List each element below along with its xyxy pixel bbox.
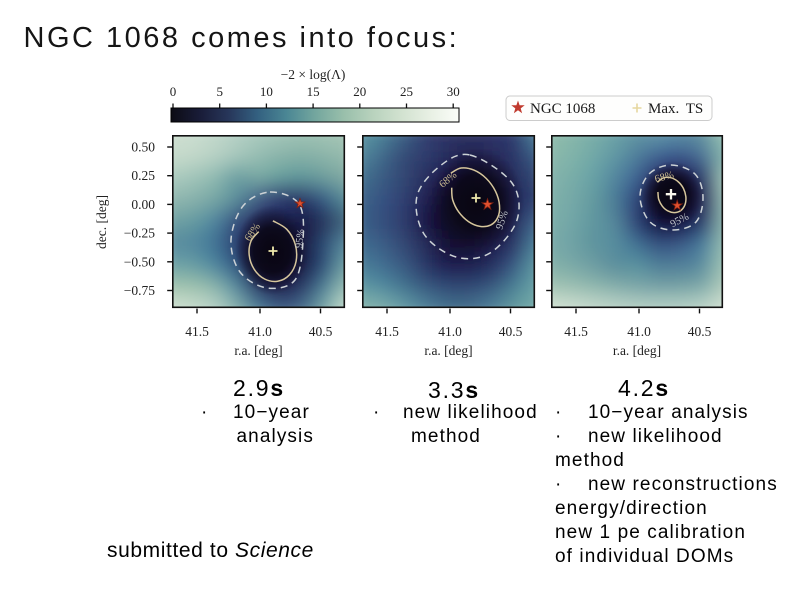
svg-text:25: 25	[400, 84, 413, 99]
svg-text:41.5: 41.5	[564, 324, 588, 339]
svg-text:41.0: 41.0	[248, 324, 272, 339]
svg-text:68%: 68%	[654, 170, 676, 185]
svg-text:30: 30	[447, 84, 460, 99]
svg-text:r.a. [deg]: r.a. [deg]	[234, 343, 282, 358]
svg-text:r.a. [deg]: r.a. [deg]	[613, 343, 661, 358]
svg-text:NGC 1068: NGC 1068	[530, 101, 595, 117]
svg-text:−2 × log(Λ): −2 × log(Λ)	[281, 67, 346, 82]
svg-text:0.50: 0.50	[131, 140, 155, 155]
svg-text:40.5: 40.5	[688, 324, 712, 339]
svg-text:15: 15	[307, 84, 320, 99]
svg-text:10: 10	[260, 84, 273, 99]
svg-text:Max. TS: Max. TS	[648, 101, 703, 117]
svg-text:0: 0	[170, 84, 177, 99]
svg-text:41.0: 41.0	[438, 324, 462, 339]
svg-text:40.5: 40.5	[309, 324, 333, 339]
svg-text:dec. [deg]: dec. [deg]	[94, 195, 109, 249]
svg-text:−0.25: −0.25	[124, 226, 155, 241]
svg-text:41.0: 41.0	[627, 324, 651, 339]
svg-text:0.00: 0.00	[131, 197, 155, 212]
svg-text:40.5: 40.5	[499, 324, 523, 339]
svg-text:0.25: 0.25	[131, 168, 155, 183]
svg-text:41.5: 41.5	[185, 324, 209, 339]
svg-text:20: 20	[353, 84, 366, 99]
svg-text:−0.50: −0.50	[124, 254, 155, 269]
svg-text:r.a. [deg]: r.a. [deg]	[424, 343, 472, 358]
svg-text:−0.75: −0.75	[124, 283, 155, 298]
svg-text:5: 5	[216, 84, 223, 99]
svg-text:41.5: 41.5	[375, 324, 399, 339]
svg-text:95%: 95%	[294, 228, 307, 249]
